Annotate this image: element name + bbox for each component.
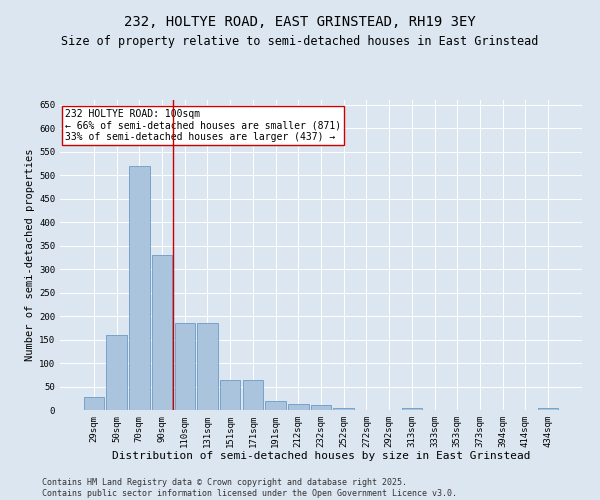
Bar bbox=[197, 323, 218, 410]
Bar bbox=[175, 323, 195, 410]
Y-axis label: Number of semi-detached properties: Number of semi-detached properties bbox=[25, 149, 35, 361]
Bar bbox=[84, 397, 104, 410]
Text: Size of property relative to semi-detached houses in East Grinstead: Size of property relative to semi-detach… bbox=[61, 35, 539, 48]
Bar bbox=[129, 166, 149, 410]
Text: Contains HM Land Registry data © Crown copyright and database right 2025.
Contai: Contains HM Land Registry data © Crown c… bbox=[42, 478, 457, 498]
Text: 232, HOLTYE ROAD, EAST GRINSTEAD, RH19 3EY: 232, HOLTYE ROAD, EAST GRINSTEAD, RH19 3… bbox=[124, 15, 476, 29]
Bar bbox=[538, 408, 558, 410]
Bar bbox=[334, 408, 354, 410]
Bar bbox=[265, 400, 286, 410]
Bar bbox=[401, 408, 422, 410]
Bar bbox=[311, 406, 331, 410]
Bar bbox=[152, 255, 172, 410]
Bar bbox=[288, 404, 308, 410]
X-axis label: Distribution of semi-detached houses by size in East Grinstead: Distribution of semi-detached houses by … bbox=[112, 452, 530, 462]
Bar bbox=[106, 335, 127, 410]
Text: 232 HOLTYE ROAD: 100sqm
← 66% of semi-detached houses are smaller (871)
33% of s: 232 HOLTYE ROAD: 100sqm ← 66% of semi-de… bbox=[65, 110, 341, 142]
Bar bbox=[242, 380, 263, 410]
Bar bbox=[220, 380, 241, 410]
